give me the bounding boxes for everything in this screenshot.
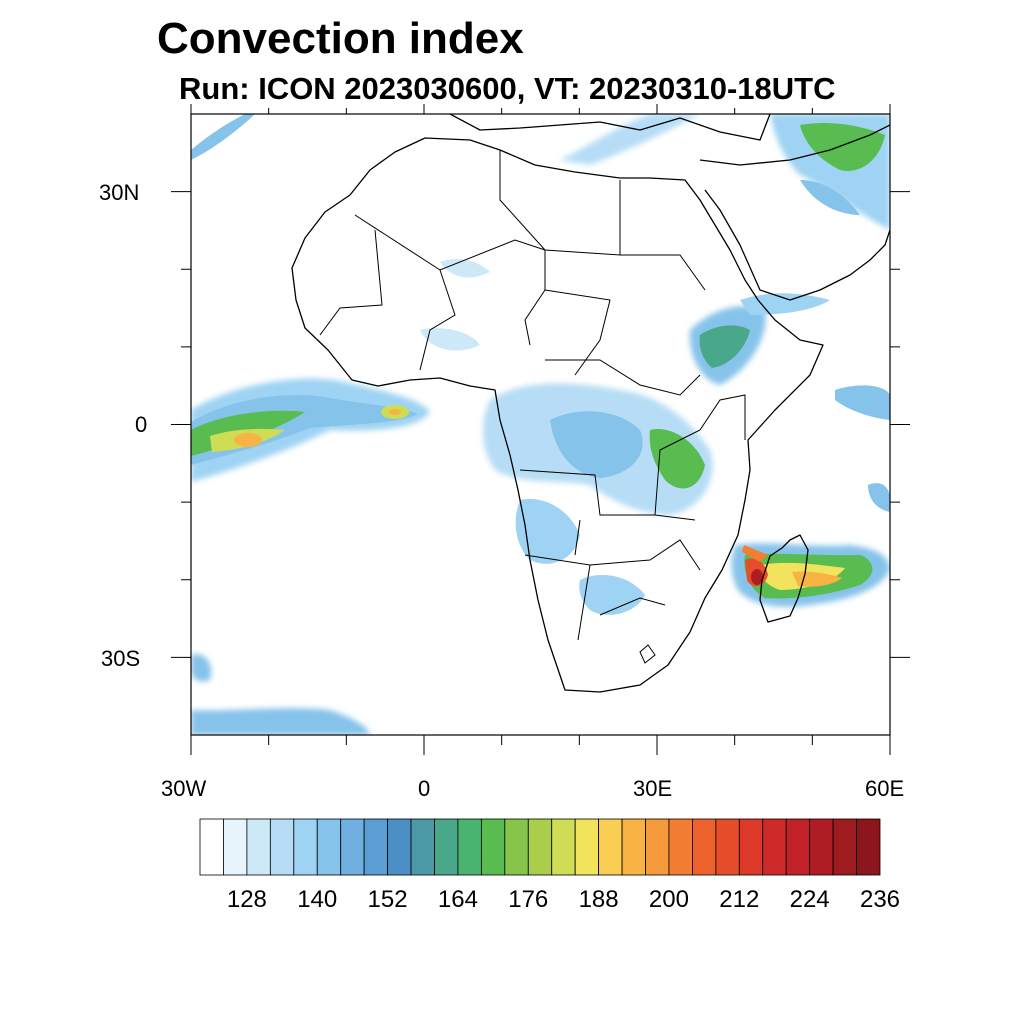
atlantic-convection-band	[191, 378, 430, 482]
europe-coastline	[449, 114, 771, 141]
madagascar-convection	[731, 543, 890, 607]
ethiopia-convection	[689, 293, 830, 385]
colorbar-swatch	[527, 818, 553, 876]
colorbar-swatch	[410, 818, 435, 876]
colorbar-swatch	[457, 818, 482, 876]
colorbar-swatch	[574, 818, 600, 876]
colorbar-swatch	[856, 818, 881, 876]
lon-label-0: 0	[418, 776, 431, 801]
southern-africa-convection	[515, 499, 645, 615]
africa-coastline	[291, 137, 824, 693]
lat-label-0: 0	[135, 412, 148, 437]
colorbar-swatch	[199, 818, 224, 876]
colorbar-tick-label: 176	[508, 886, 549, 913]
congo-convection	[483, 383, 713, 515]
country-borders	[319, 150, 746, 664]
map-title: Convection index	[157, 14, 524, 63]
colorbar-swatch	[809, 818, 834, 876]
colorbar-swatch	[293, 818, 318, 876]
colorbar-swatch	[832, 818, 857, 876]
map-ticks	[171, 104, 910, 755]
colorbar-swatch	[223, 818, 248, 876]
colorbar-swatch	[480, 818, 506, 876]
nw-corner-convection	[191, 114, 255, 160]
colorbar-swatch	[645, 818, 670, 876]
colorbar-swatch	[692, 818, 717, 876]
colorbar-swatch	[598, 818, 623, 876]
convection-field	[191, 114, 890, 735]
colorbar-tick-label: 140	[297, 886, 338, 913]
madagascar-coastline	[759, 534, 809, 623]
colorbar-swatch	[715, 818, 740, 876]
colorbar-tick-label: 200	[648, 886, 689, 913]
lon-label-30e: 30E	[633, 776, 673, 801]
colorbar-tick-label: 164	[437, 886, 478, 913]
colorbar-tick-label: 128	[226, 886, 267, 913]
colorbar-tick-label: 152	[367, 886, 408, 913]
colorbar-swatch	[504, 818, 529, 876]
colorbar	[199, 818, 881, 876]
south-atlantic-convection	[191, 654, 370, 735]
colorbar-swatch	[738, 818, 764, 876]
indian-ocean-convection	[835, 385, 890, 512]
colorbar-swatch	[785, 818, 811, 876]
colorbar-swatch	[269, 818, 295, 876]
colorbar-tick-label: 236	[859, 886, 901, 913]
colorbar-swatch	[621, 818, 646, 876]
colorbar-swatch	[316, 818, 342, 876]
colorbar-swatch	[762, 818, 787, 876]
coastlines	[291, 114, 890, 693]
colorbar-tick-label: 212	[719, 886, 760, 913]
middle-east-convection	[560, 114, 890, 230]
lat-label-30s: 30S	[101, 646, 141, 671]
lon-label-60e: 60E	[865, 776, 905, 801]
lat-label-30n: 30N	[99, 180, 140, 205]
colorbar-swatch	[434, 818, 459, 876]
sahel-convection	[420, 259, 490, 351]
colorbar-swatch	[387, 818, 412, 876]
colorbar-swatch	[363, 818, 388, 876]
colorbar-swatch	[340, 818, 365, 876]
colorbar-tick-label: 224	[789, 886, 830, 913]
lon-label-30w: 30W	[161, 776, 207, 801]
colorbar-swatch	[246, 818, 271, 876]
colorbar-swatch	[551, 818, 576, 876]
colorbar-swatch	[668, 818, 693, 876]
map-subtitle: Run: ICON 2023030600, VT: 20230310-18UTC	[179, 71, 836, 106]
colorbar-tick-label: 188	[578, 886, 619, 913]
arabia-coastline	[699, 124, 890, 301]
